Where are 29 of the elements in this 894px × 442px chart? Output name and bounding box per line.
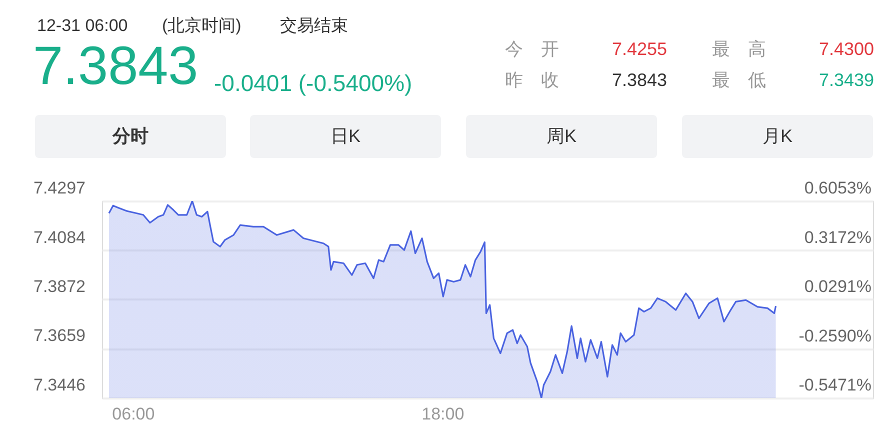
y2-tick-label: -0.2590% (798, 326, 872, 346)
y2-tick-label: -0.5471% (798, 376, 872, 394)
x-tick-label: 18:00 (422, 404, 464, 424)
y-tick-label: 7.4297 (34, 178, 86, 198)
text: 周K (546, 126, 577, 146)
text: 最 高 (712, 39, 766, 59)
text: 交易结束 (280, 16, 348, 35)
text: 7.4300 (818, 39, 874, 59)
chart-subtitle: -0.0401 (-0.5400%) (214, 70, 412, 96)
text: 12-31 06:00 (37, 16, 128, 35)
y2-tick-label: 0.0291% (804, 277, 872, 296)
text: 月K (762, 126, 793, 146)
y-tick-label: 7.3872 (34, 276, 86, 296)
text: 分时 (112, 126, 148, 146)
y-tick-label: 7.3659 (34, 326, 86, 346)
text: 日K (330, 126, 361, 146)
text: 7.3843 (612, 70, 667, 90)
y2-tick-label: 0.6053% (804, 178, 872, 198)
text: 今 开 (505, 39, 559, 59)
y2-tick-label: 0.3172% (804, 228, 872, 247)
x-tick-label: 06:00 (112, 404, 155, 424)
text: (北京时间) (162, 16, 242, 35)
text: 昨 收 (505, 70, 559, 90)
chart-title: 7.3843 (33, 36, 198, 96)
text: 最 低 (712, 70, 766, 90)
y-tick-label: 7.4084 (34, 228, 86, 247)
y-tick-label: 7.3446 (34, 376, 86, 394)
text: 7.4255 (612, 39, 667, 59)
text: 7.3439 (818, 70, 874, 90)
